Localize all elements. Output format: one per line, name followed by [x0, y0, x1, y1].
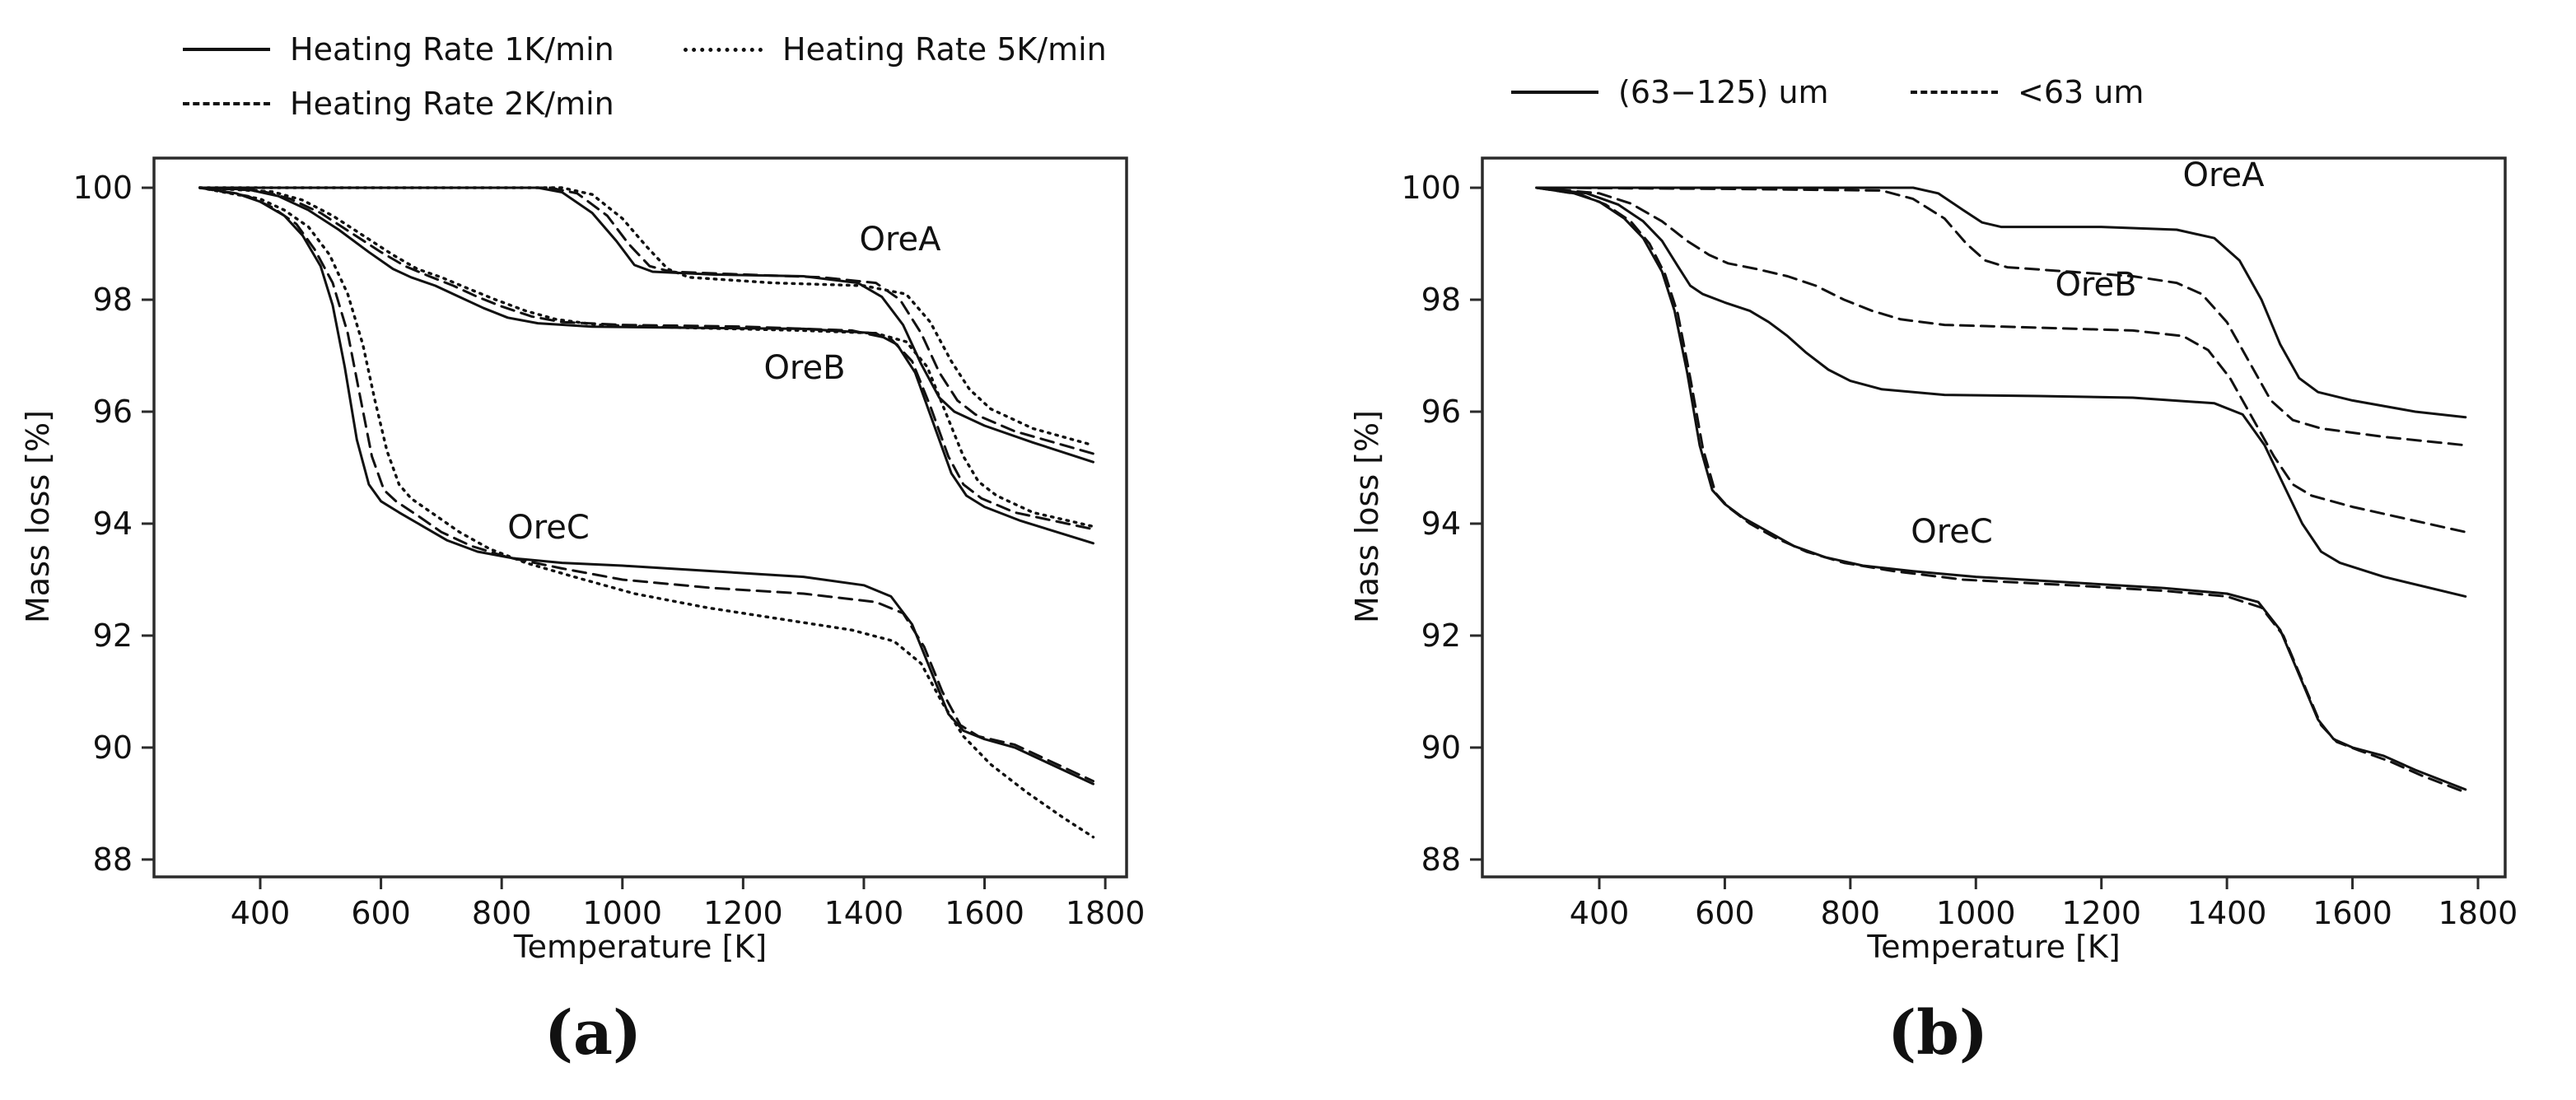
curve-oreb-5k-min — [198, 186, 1095, 529]
y-tick-label: 90 — [1421, 729, 1461, 766]
x-tick-label: 1400 — [824, 895, 904, 931]
panel-b-caption: (b) — [1888, 998, 1988, 1069]
solid-line-sample-icon — [1511, 91, 1598, 94]
curve-orec-63-um — [1535, 186, 2467, 794]
annotation-orea: OreA — [859, 221, 941, 259]
curve-oreb-63-um — [1535, 186, 2467, 534]
legend-label: Heating Rate 1K/min — [290, 31, 614, 68]
x-tick-label: 1800 — [1066, 895, 1146, 931]
x-tick-label: 1000 — [582, 895, 662, 931]
annotation-orec: OreC — [1911, 513, 1993, 551]
y-tick-label: 92 — [93, 618, 133, 654]
curve-orea-2k-min — [198, 186, 1094, 455]
curve-orec-63-125-um — [1535, 186, 2467, 791]
y-tick-label: 88 — [93, 841, 133, 878]
legend-item-rate-2k: Heating Rate 2K/min — [183, 86, 614, 122]
legend-label: Heating Rate 2K/min — [290, 86, 614, 122]
x-tick-label: 1000 — [1936, 895, 2016, 931]
y-tick-label: 94 — [1421, 506, 1461, 542]
x-tick-label: 800 — [472, 895, 532, 931]
curve-oreb-1k-min — [198, 186, 1094, 545]
curve-orea-63-um — [1535, 186, 2467, 447]
x-tick-label: 400 — [231, 895, 291, 931]
annotation-oreb: OreB — [763, 349, 845, 387]
y-axis-label-panel-b: Mass loss [%] — [1349, 410, 1385, 624]
annotation-orec: OreC — [507, 509, 590, 547]
plot-frame-b — [1481, 156, 2507, 879]
x-axis-label-panel-a: Temperature [K] — [513, 929, 768, 965]
x-tick-label: 1600 — [945, 895, 1024, 931]
x-tick-label: 600 — [351, 895, 411, 931]
x-tick-label: 1200 — [703, 895, 783, 931]
legend-item-size-fine: <63 um — [1911, 74, 2144, 110]
annotation-orea: OreA — [2182, 156, 2265, 194]
legend-item-size-coarse: (63−125) um — [1511, 74, 1829, 110]
x-tick-label: 400 — [1570, 895, 1630, 931]
x-axis-label-panel-b: Temperature [K] — [1867, 929, 2121, 965]
curve-oreb-63-125-um — [1535, 186, 2467, 598]
curve-orec-2k-min — [198, 186, 1094, 783]
y-tick-label: 98 — [1421, 282, 1461, 318]
x-tick-label: 1400 — [2187, 895, 2267, 931]
y-tick-label: 94 — [93, 506, 133, 542]
x-tick-label: 800 — [1821, 895, 1881, 931]
curve-orea-63-125-um — [1535, 186, 2467, 419]
solid-line-sample-icon — [183, 48, 270, 51]
legend-item-rate-5k: Heating Rate 5K/min — [684, 31, 1107, 68]
dashed-line-sample-icon — [183, 102, 270, 105]
dotted-line-sample-icon — [684, 47, 763, 52]
y-axis-label-panel-a: Mass loss [%] — [20, 410, 56, 624]
y-tick-label: 100 — [72, 170, 133, 206]
curve-orec-5k-min — [198, 186, 1095, 839]
x-tick-label: 600 — [1695, 895, 1755, 931]
curve-oreb-2k-min — [198, 186, 1094, 531]
panel-a-caption: (a) — [544, 998, 642, 1069]
legend-label: Heating Rate 5K/min — [782, 31, 1107, 68]
x-tick-label: 1200 — [2061, 895, 2141, 931]
legend-item-rate-1k: Heating Rate 1K/min — [183, 31, 614, 68]
x-tick-label: 1800 — [2438, 895, 2518, 931]
plot-frame-a — [152, 156, 1128, 879]
dashed-line-sample-icon — [1911, 91, 1998, 94]
y-tick-label: 96 — [93, 394, 133, 430]
y-tick-label: 98 — [93, 282, 133, 318]
x-tick-label: 1600 — [2312, 895, 2392, 931]
y-tick-label: 92 — [1421, 618, 1461, 654]
y-tick-label: 88 — [1421, 841, 1461, 878]
y-tick-label: 100 — [1401, 170, 1461, 206]
y-tick-label: 96 — [1421, 394, 1461, 430]
annotation-oreb: OreB — [2055, 266, 2136, 304]
legend-label: (63−125) um — [1618, 74, 1829, 110]
y-tick-label: 90 — [93, 729, 133, 766]
curve-orea-5k-min — [198, 186, 1095, 447]
legend-label: <63 um — [2018, 74, 2144, 110]
